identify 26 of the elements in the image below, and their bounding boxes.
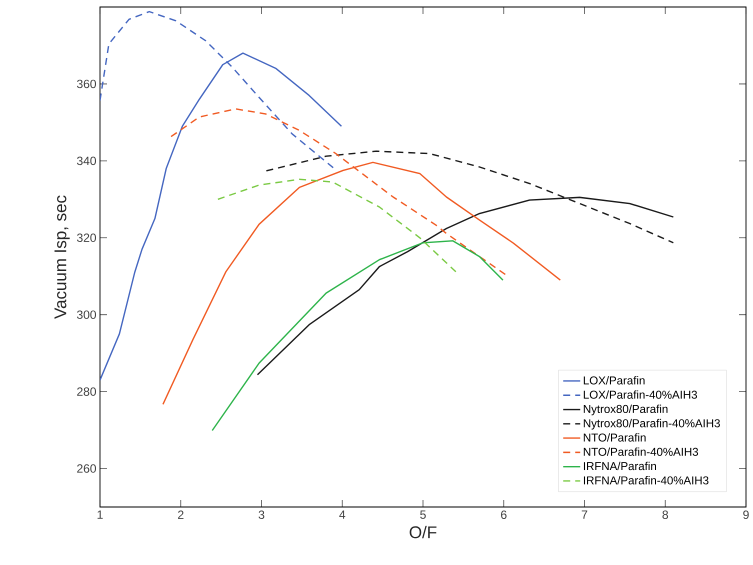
y-tick-label: 360 [76, 80, 96, 88]
line-series [212, 240, 504, 432]
x-tick-label: 2 [178, 510, 184, 519]
x-tick-label: 4 [339, 510, 346, 519]
y-tick-label: 260 [77, 464, 96, 473]
y-tick-label: 280 [77, 387, 96, 396]
x-tick-label: 9 [743, 510, 749, 519]
legend-label: IRFNA/Parafin-40%AIH3 [584, 476, 708, 484]
legend-label: Nytrox80/Parafin-40%AIH3 [584, 418, 720, 430]
legend-label: NTO/Parafin-40%AIH3 [584, 447, 698, 456]
x-tick-label: 8 [662, 510, 668, 519]
y-tick-label: 300 [76, 310, 96, 319]
legend-label: IRFNA/Parafin [584, 462, 656, 470]
x-tick-label: 6 [501, 510, 507, 519]
x-tick-label: 1 [98, 510, 103, 519]
x-tick-label: 3 [258, 510, 264, 519]
x-tick-label: 7 [582, 510, 588, 519]
legend-label: LOX/Parafin-40%AIH3 [584, 390, 697, 399]
legend-label: LOX/Parafin [584, 376, 645, 384]
legend-label: NTO/Parafin [584, 433, 646, 442]
x-axis-title: O/F [410, 526, 436, 538]
y-axis-title: Vacuum Isp, sec [54, 195, 70, 319]
x-tick-label: 5 [420, 510, 426, 519]
y-tick-label: 320 [76, 234, 96, 242]
y-tick-label: 340 [76, 156, 96, 166]
legend-label: Nytrox80/Parafin [584, 404, 668, 416]
